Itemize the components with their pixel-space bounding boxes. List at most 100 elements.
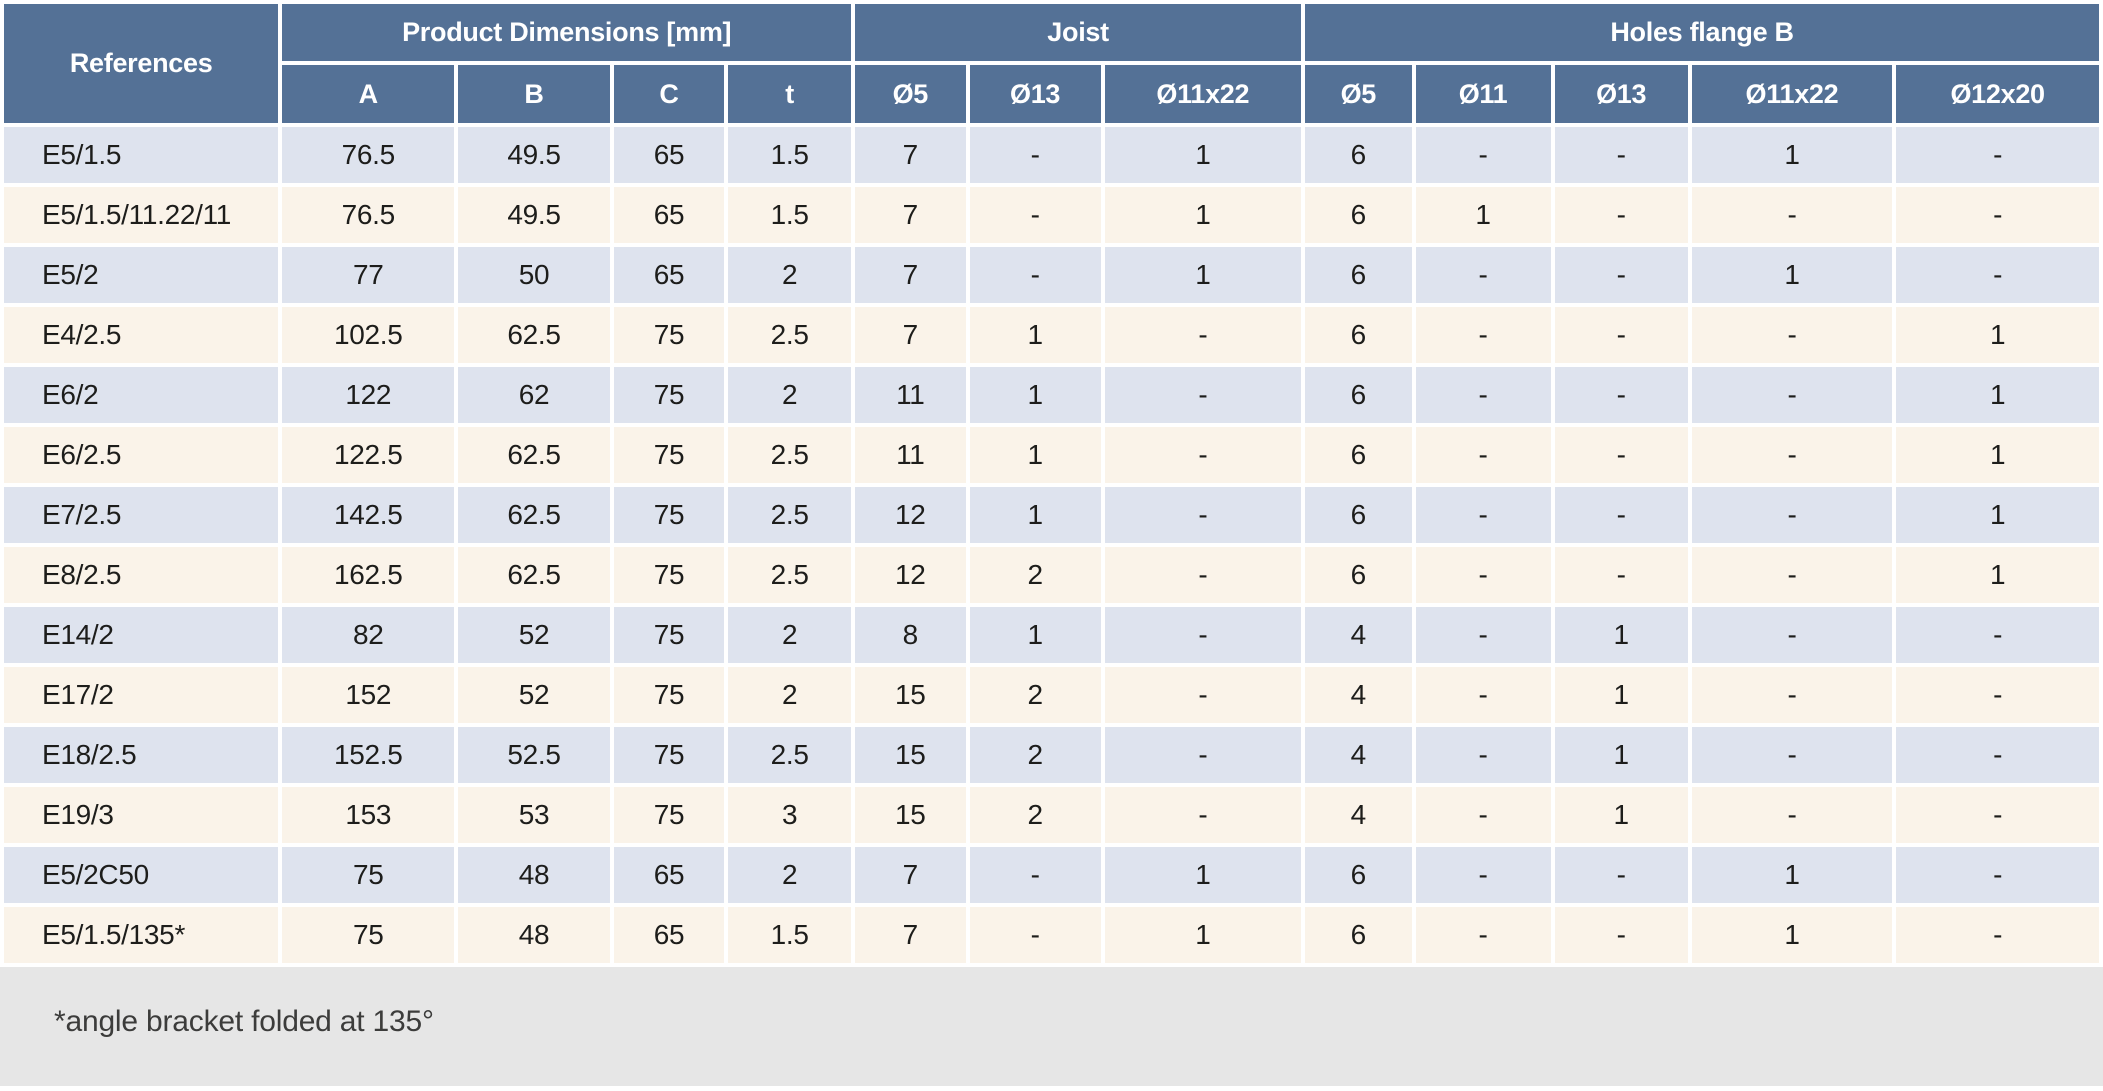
data-cell: - (969, 907, 1101, 963)
data-cell: 1 (1554, 667, 1688, 723)
data-cell: 75 (613, 547, 725, 603)
data-cell: 7 (855, 307, 966, 363)
data-cell: 6 (1305, 847, 1412, 903)
data-cell: 4 (1305, 727, 1412, 783)
column-header-cell: Ø13 (969, 65, 1101, 123)
data-cell: - (1415, 907, 1551, 963)
data-cell: - (1691, 487, 1893, 543)
reference-cell: E6/2.5 (4, 427, 279, 483)
data-cell: - (969, 247, 1101, 303)
data-cell: - (1896, 247, 2099, 303)
data-cell: 50 (458, 247, 610, 303)
data-cell: 1 (1896, 547, 2099, 603)
data-cell: 122.5 (282, 427, 455, 483)
table-row: E8/2.5 162.5 62.5 75 2.5 12 2-6- - -1 (4, 547, 2099, 603)
reference-cell: E18/2.5 (4, 727, 279, 783)
column-header-cell: Ø11x22 (1104, 65, 1302, 123)
data-cell: - (1104, 667, 1302, 723)
table-body: E5/1.5 76.5 49.5 65 1.5 7-1 6- -1- E5/1.5/11.22/… (4, 127, 2099, 963)
data-cell: 6 (1305, 427, 1412, 483)
data-cell: 6 (1305, 547, 1412, 603)
references-header-cell: References (4, 4, 279, 123)
data-cell: 49.5 (458, 187, 610, 243)
data-cell: - (1415, 367, 1551, 423)
data-cell: 75 (613, 367, 725, 423)
data-cell: 1 (1896, 367, 2099, 423)
reference-cell: E5/1.5/11.22/11 (4, 187, 279, 243)
data-cell: 1 (969, 367, 1101, 423)
data-cell: - (1554, 847, 1688, 903)
data-cell: 1 (969, 427, 1101, 483)
data-cell: 15 (855, 787, 966, 843)
data-cell: 7 (855, 127, 966, 183)
data-cell: 1 (1896, 307, 2099, 363)
data-cell: - (1415, 487, 1551, 543)
data-cell: - (1104, 787, 1302, 843)
data-cell: - (1896, 607, 2099, 663)
data-cell: 2 (969, 547, 1101, 603)
column-header-cell: C (613, 65, 725, 123)
data-cell: 11 (855, 367, 966, 423)
data-cell: 1 (1554, 787, 1688, 843)
table-row: E5/2 77 50 65 2 7-1 6- -1- (4, 247, 2099, 303)
data-cell: - (1896, 187, 2099, 243)
data-cell: 62.5 (458, 427, 610, 483)
data-cell: 8 (855, 607, 966, 663)
footnote: *angle bracket folded at 135° (0, 967, 2103, 1086)
column-header-cell: B (458, 65, 610, 123)
data-cell: 75 (613, 787, 725, 843)
data-cell: 7 (855, 847, 966, 903)
data-cell: 6 (1305, 187, 1412, 243)
data-cell: - (1554, 427, 1688, 483)
data-cell: 1 (969, 607, 1101, 663)
reference-cell: E7/2.5 (4, 487, 279, 543)
data-cell: 48 (458, 847, 610, 903)
data-cell: 65 (613, 907, 725, 963)
data-cell: - (1554, 547, 1688, 603)
data-cell: - (1415, 847, 1551, 903)
reference-cell: E5/2 (4, 247, 279, 303)
data-cell: 2 (969, 787, 1101, 843)
data-cell: 6 (1305, 907, 1412, 963)
group-header-cell: Holes flange B (1305, 4, 2099, 61)
data-cell: 65 (613, 847, 725, 903)
reference-cell: E19/3 (4, 787, 279, 843)
reference-cell: E14/2 (4, 607, 279, 663)
data-cell: 1 (1554, 727, 1688, 783)
data-cell: - (1691, 367, 1893, 423)
reference-cell: E5/2C50 (4, 847, 279, 903)
data-cell: 65 (613, 187, 725, 243)
data-cell: 1 (1104, 847, 1302, 903)
data-cell: 12 (855, 487, 966, 543)
data-cell: - (1104, 307, 1302, 363)
data-cell: - (969, 187, 1101, 243)
data-cell: 1 (1691, 127, 1893, 183)
table-row: E17/2 152 52 75 2 15 2-4-1- - (4, 667, 2099, 723)
column-header-cell: Ø11x22 (1691, 65, 1893, 123)
data-cell: 1 (1691, 907, 1893, 963)
data-cell: 122 (282, 367, 455, 423)
data-cell: 52.5 (458, 727, 610, 783)
data-cell: - (1896, 667, 2099, 723)
data-cell: 2 (728, 247, 852, 303)
data-cell: - (1415, 127, 1551, 183)
table-row: E14/2 82 52 75 2 8 1-4-1- - (4, 607, 2099, 663)
table-row: E5/1.5/11.22/11 76.5 49.5 65 1.5 7-1 6 1- - - (4, 187, 2099, 243)
table-row: E5/2C50 75 48 65 2 7-1 6- -1- (4, 847, 2099, 903)
data-cell: 75 (613, 427, 725, 483)
data-cell: 162.5 (282, 547, 455, 603)
column-header-cell: Ø5 (1305, 65, 1412, 123)
data-cell: - (1554, 247, 1688, 303)
reference-cell: E17/2 (4, 667, 279, 723)
data-cell: 1.5 (728, 127, 852, 183)
data-cell: 62 (458, 367, 610, 423)
data-cell: - (1691, 787, 1893, 843)
data-cell: 7 (855, 247, 966, 303)
data-cell: 1.5 (728, 187, 852, 243)
data-cell: - (1691, 427, 1893, 483)
reference-cell: E5/1.5 (4, 127, 279, 183)
data-cell: - (1896, 907, 2099, 963)
data-cell: 62.5 (458, 487, 610, 543)
data-cell: 75 (613, 667, 725, 723)
